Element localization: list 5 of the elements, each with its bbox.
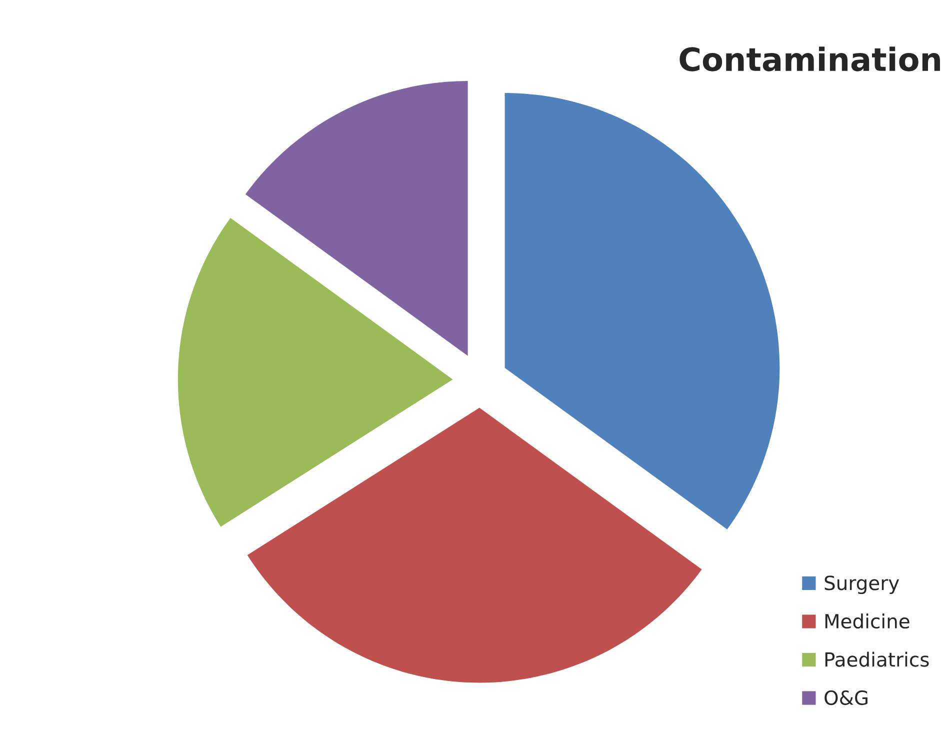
legend-label: Medicine (825, 614, 910, 629)
legend-label: Paediatrics (825, 652, 929, 667)
legend-label: O&G (824, 690, 868, 706)
legend-label: Surgery (824, 576, 900, 594)
chart-title: Contamination (680, 46, 940, 72)
